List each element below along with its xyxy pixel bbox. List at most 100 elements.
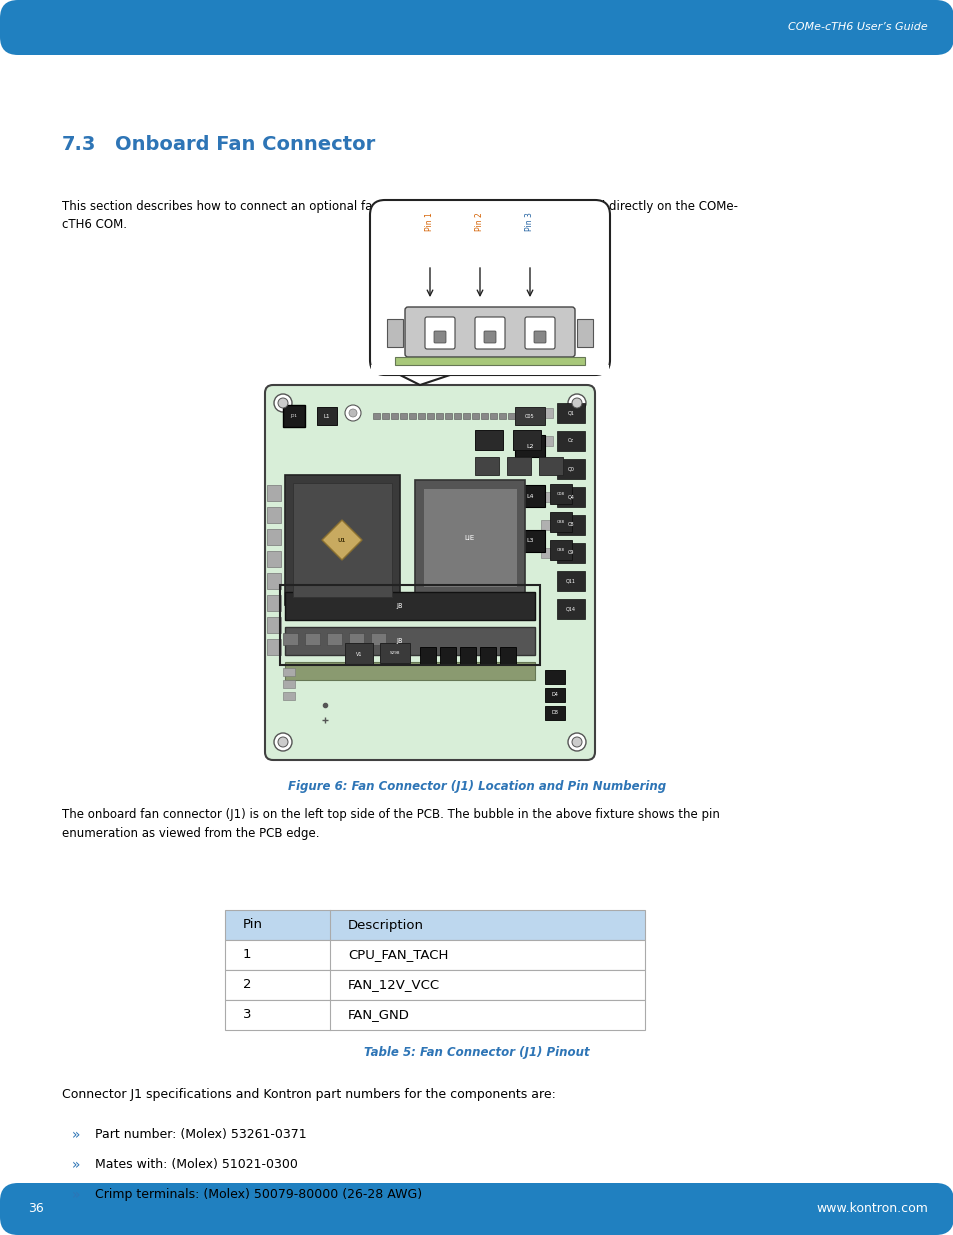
Bar: [507, 412, 515, 419]
FancyBboxPatch shape: [424, 317, 455, 350]
Bar: [557, 543, 584, 563]
Text: U1: U1: [337, 537, 346, 542]
Bar: [285, 662, 535, 680]
Bar: [557, 599, 584, 619]
Bar: [540, 520, 553, 530]
Bar: [225, 1000, 644, 1030]
Bar: [540, 492, 553, 501]
Bar: [225, 940, 644, 969]
Bar: [462, 412, 470, 419]
Bar: [283, 634, 297, 645]
Text: Connector J1 specifications and Kontron part numbers for the components are:: Connector J1 specifications and Kontron …: [62, 1088, 556, 1100]
Text: L4: L4: [526, 494, 533, 499]
Bar: [544, 706, 564, 720]
Bar: [285, 475, 399, 605]
Text: Onboard Fan Connector: Onboard Fan Connector: [115, 135, 375, 154]
Bar: [349, 634, 364, 645]
Bar: [506, 457, 531, 475]
Text: Q1: Q1: [567, 410, 574, 415]
Bar: [444, 412, 452, 419]
Text: D8: D8: [551, 710, 558, 715]
Bar: [550, 513, 572, 532]
FancyBboxPatch shape: [370, 200, 609, 375]
Text: Pin 1: Pin 1: [425, 212, 434, 231]
FancyBboxPatch shape: [524, 317, 555, 350]
Bar: [475, 430, 502, 450]
Text: 1: 1: [243, 948, 252, 962]
Bar: [267, 485, 281, 501]
Text: D4: D4: [551, 693, 558, 698]
Bar: [480, 412, 488, 419]
Bar: [544, 671, 564, 684]
Text: 3: 3: [243, 1009, 252, 1021]
Bar: [419, 647, 436, 664]
Text: L1: L1: [323, 414, 330, 419]
Circle shape: [274, 734, 292, 751]
Text: www.kontron.com: www.kontron.com: [815, 1203, 927, 1215]
Bar: [283, 668, 294, 676]
Bar: [399, 412, 407, 419]
Circle shape: [345, 405, 360, 421]
Bar: [490, 412, 497, 419]
Text: COMe-cTH6 User’s Guide: COMe-cTH6 User’s Guide: [787, 22, 927, 32]
Text: 36: 36: [28, 1203, 44, 1215]
Bar: [550, 484, 572, 504]
Bar: [327, 634, 341, 645]
Text: Crimp terminals: (Molex) 50079-80000 (26-28 AWG): Crimp terminals: (Molex) 50079-80000 (26…: [95, 1188, 421, 1200]
Circle shape: [349, 409, 356, 417]
Bar: [459, 647, 476, 664]
Text: Q0: Q0: [567, 467, 574, 472]
Text: FAN_12V_VCC: FAN_12V_VCC: [348, 978, 439, 992]
Bar: [417, 412, 424, 419]
Bar: [267, 573, 281, 589]
Bar: [475, 457, 498, 475]
Text: Q14: Q14: [565, 606, 576, 611]
Text: LiE: LiE: [464, 535, 475, 541]
Bar: [415, 480, 524, 595]
Bar: [395, 357, 584, 366]
Circle shape: [567, 394, 585, 412]
Text: »: »: [71, 1128, 80, 1142]
Circle shape: [567, 734, 585, 751]
Text: C88: C88: [557, 548, 564, 552]
Bar: [517, 412, 523, 419]
Bar: [538, 457, 562, 475]
Polygon shape: [399, 375, 450, 385]
Text: L2: L2: [526, 443, 533, 448]
Bar: [427, 412, 434, 419]
Text: V1: V1: [355, 652, 362, 657]
Text: Figure 6: Fan Connector (J1) Location and Pin Numbering: Figure 6: Fan Connector (J1) Location an…: [288, 781, 665, 793]
Text: »: »: [71, 1188, 80, 1202]
Bar: [371, 366, 608, 375]
Bar: [373, 412, 379, 419]
FancyBboxPatch shape: [475, 317, 504, 350]
Bar: [557, 487, 584, 508]
Bar: [479, 647, 496, 664]
Bar: [515, 485, 544, 508]
Bar: [557, 515, 584, 535]
Text: 7.3: 7.3: [62, 135, 96, 154]
Bar: [409, 412, 416, 419]
Bar: [285, 592, 535, 620]
Text: 2: 2: [243, 978, 252, 992]
Bar: [293, 483, 392, 597]
Circle shape: [274, 394, 292, 412]
Text: cTH6 COM.: cTH6 COM.: [62, 219, 127, 231]
Text: L3: L3: [526, 538, 533, 543]
Bar: [267, 638, 281, 655]
Bar: [540, 548, 553, 558]
FancyBboxPatch shape: [434, 331, 446, 343]
Bar: [379, 643, 410, 663]
Text: Part number: (Molex) 53261-0371: Part number: (Molex) 53261-0371: [95, 1128, 306, 1141]
Bar: [436, 412, 442, 419]
Text: Mates with: (Molex) 51021-0300: Mates with: (Molex) 51021-0300: [95, 1158, 297, 1171]
Bar: [285, 627, 535, 655]
Bar: [267, 595, 281, 611]
FancyBboxPatch shape: [265, 385, 595, 760]
Text: Table 5: Fan Connector (J1) Pinout: Table 5: Fan Connector (J1) Pinout: [364, 1046, 589, 1058]
Text: CPU_FAN_TACH: CPU_FAN_TACH: [348, 948, 448, 962]
Bar: [515, 530, 544, 552]
Bar: [280, 585, 539, 664]
Bar: [267, 618, 281, 634]
Text: Pin: Pin: [243, 919, 263, 931]
